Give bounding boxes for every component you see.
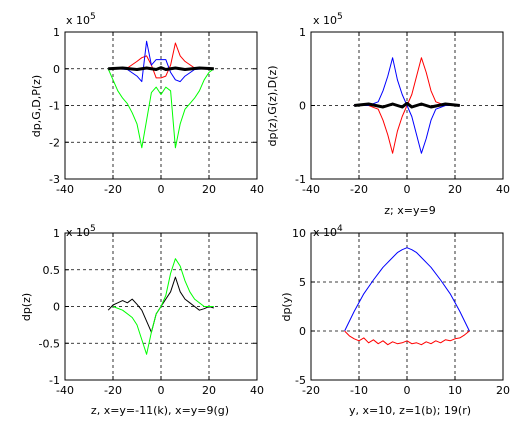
panel-4-axes: -20 -10 0 10 20 -5 0 5 10 <box>292 227 510 397</box>
x-tick-label: -10 <box>350 384 368 397</box>
x-tick-label: -20 <box>104 384 122 397</box>
panel-3-y-axis-label: dp(z) <box>20 293 33 321</box>
panel-1-exponent: x 105 <box>66 12 96 27</box>
y-tick-label: 5 <box>299 276 306 289</box>
y-tick-label: 0 <box>53 63 60 76</box>
x-tick-label: -40 <box>56 183 74 196</box>
panel-3-x-axis-label: z, x=y=-11(k), x=y=9(g) <box>91 404 229 417</box>
x-tick-label: 0 <box>158 183 165 196</box>
panel-4-x-axis-label: y, x=10, z=1(b); 19(r) <box>349 404 471 417</box>
panel-1-y-axis-label: dp,G,D,P(z) <box>30 75 43 137</box>
panel-2-axes: -40 -20 0 20 40 -1 0 1 <box>295 26 510 196</box>
series-line-2 <box>354 57 460 154</box>
y-tick-label: -1 <box>49 100 60 113</box>
y-tick-label: 0 <box>299 100 306 113</box>
panel-3-exponent: x 105 <box>66 224 96 239</box>
series-line-3 <box>354 101 460 109</box>
y-tick-label: -0.5 <box>39 337 60 350</box>
y-tick-label: -3 <box>49 173 60 186</box>
x-tick-label: -20 <box>104 183 122 196</box>
x-tick-label: -20 <box>302 384 320 397</box>
series-line-4 <box>108 66 214 71</box>
x-tick-label: 40 <box>496 183 510 196</box>
y-tick-label: -1 <box>295 173 306 186</box>
panel-2-y-axis-label: dp(z),G(z),D(z) <box>266 65 279 146</box>
panel-2-x-axis-label: z; x=y=9 <box>384 204 435 217</box>
series-line-2 <box>108 40 214 83</box>
panel-1-axes: -40 -20 0 20 40 -3 -2 -1 0 1 <box>49 26 264 196</box>
x-tick-label: 20 <box>496 384 510 397</box>
y-tick-label: -1 <box>49 374 60 387</box>
y-tick-label: -5 <box>295 374 306 387</box>
x-tick-label: 20 <box>448 183 462 196</box>
x-tick-label: -40 <box>302 183 320 196</box>
panel-4: -20 -10 0 10 20 -5 0 5 10 x 104 dp(y) y, x=10, z… <box>280 224 510 417</box>
x-tick-label: 20 <box>202 384 216 397</box>
panel-4-exponent: x 104 <box>313 224 343 239</box>
y-tick-label: 0 <box>299 325 306 338</box>
series-line-2 <box>112 258 214 355</box>
x-tick-label: 0 <box>404 384 411 397</box>
x-tick-label: -40 <box>56 384 74 397</box>
series-line-1 <box>108 42 214 79</box>
panel-3: -40 -20 0 20 40 -1 -0.5 0 0.5 1 x 105 dp(z) z, x=… <box>20 224 264 417</box>
y-tick-label: 1 <box>299 26 306 39</box>
x-tick-label: 0 <box>404 183 411 196</box>
y-tick-label: 1 <box>53 227 60 240</box>
x-tick-label: 10 <box>448 384 462 397</box>
panel-2: -40 -20 0 20 40 -1 0 1 x 105 dp(z),G(z),D(z) z;… <box>266 12 510 217</box>
x-tick-label: 40 <box>250 183 264 196</box>
panel-3-axes: -40 -20 0 20 40 -1 -0.5 0 0.5 1 <box>39 227 264 397</box>
y-tick-label: 1 <box>53 26 60 39</box>
x-tick-label: 20 <box>202 183 216 196</box>
y-tick-label: -2 <box>49 136 60 149</box>
series-line-3 <box>107 68 215 149</box>
y-tick-label: 10 <box>292 227 306 240</box>
y-tick-label: 0.5 <box>43 264 61 277</box>
x-tick-label: -20 <box>350 183 368 196</box>
x-tick-label: 40 <box>250 384 264 397</box>
series-line-1 <box>344 247 470 332</box>
panel-4-y-axis-label: dp(y) <box>280 292 293 321</box>
panel-1: -40 -20 0 20 40 -3 -2 -1 0 1 x 105 dp,G,D,P(z) <box>30 12 264 196</box>
panel-2-exponent: x 105 <box>313 12 343 27</box>
y-tick-label: 0 <box>53 301 60 314</box>
x-tick-label: 0 <box>158 384 165 397</box>
series-line-2 <box>344 330 470 346</box>
